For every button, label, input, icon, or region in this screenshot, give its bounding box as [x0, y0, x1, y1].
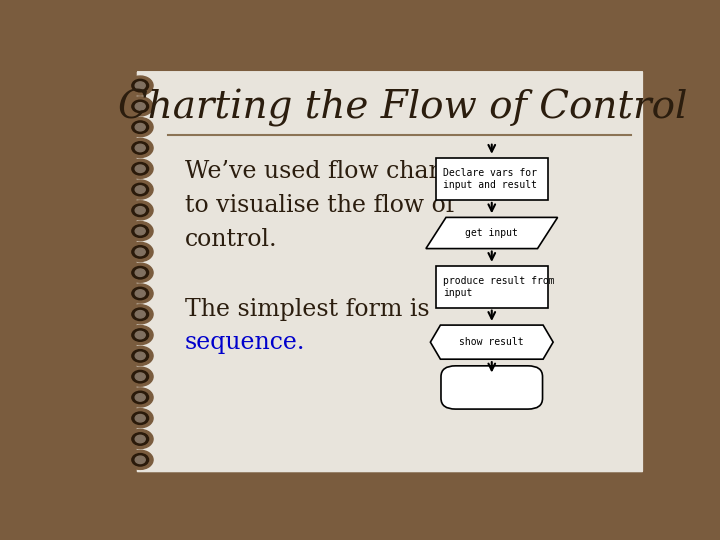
Circle shape [135, 144, 145, 152]
Circle shape [127, 201, 153, 220]
Circle shape [132, 412, 148, 424]
Circle shape [127, 429, 153, 449]
Circle shape [132, 183, 148, 196]
Circle shape [127, 76, 153, 95]
Circle shape [135, 207, 145, 214]
Circle shape [135, 269, 145, 276]
Circle shape [132, 225, 148, 238]
Text: sequence.: sequence. [185, 331, 305, 354]
Circle shape [135, 456, 145, 463]
Circle shape [132, 141, 148, 154]
Text: The simplest form is: The simplest form is [185, 298, 430, 321]
Circle shape [132, 329, 148, 341]
Bar [436, 266, 548, 308]
Circle shape [132, 454, 148, 466]
Circle shape [132, 370, 148, 383]
Circle shape [135, 415, 145, 422]
Circle shape [127, 305, 153, 324]
Circle shape [127, 388, 153, 407]
Circle shape [127, 118, 153, 137]
Circle shape [132, 79, 148, 92]
Text: Declare vars for
input and result: Declare vars for input and result [443, 168, 536, 190]
Circle shape [132, 287, 148, 300]
Circle shape [132, 204, 148, 217]
Circle shape [132, 308, 148, 321]
FancyBboxPatch shape [441, 366, 543, 409]
Text: Charting the Flow of Control: Charting the Flow of Control [118, 90, 687, 127]
Text: produce result from
input: produce result from input [443, 276, 554, 298]
Circle shape [132, 349, 148, 362]
Circle shape [135, 332, 145, 339]
Circle shape [127, 180, 153, 199]
Bar [436, 158, 548, 200]
Circle shape [127, 263, 153, 282]
Circle shape [127, 367, 153, 386]
Circle shape [132, 100, 148, 113]
Circle shape [127, 450, 153, 469]
Circle shape [132, 163, 148, 175]
Circle shape [135, 310, 145, 318]
Circle shape [132, 266, 148, 279]
Circle shape [135, 186, 145, 193]
Circle shape [127, 346, 153, 366]
Circle shape [135, 290, 145, 297]
Circle shape [127, 242, 153, 261]
Circle shape [135, 227, 145, 235]
Circle shape [135, 124, 145, 131]
Circle shape [135, 165, 145, 172]
Circle shape [135, 435, 145, 443]
Circle shape [135, 82, 145, 89]
Circle shape [135, 103, 145, 110]
Polygon shape [426, 218, 557, 248]
Circle shape [127, 409, 153, 428]
Circle shape [127, 326, 153, 345]
Circle shape [127, 138, 153, 158]
Circle shape [127, 221, 153, 241]
Circle shape [127, 159, 153, 178]
Circle shape [127, 97, 153, 116]
Circle shape [132, 246, 148, 258]
Circle shape [132, 121, 148, 133]
Circle shape [135, 373, 145, 380]
Text: get input: get input [465, 228, 518, 238]
FancyBboxPatch shape [135, 69, 645, 474]
Circle shape [132, 433, 148, 446]
Circle shape [135, 248, 145, 255]
Circle shape [135, 352, 145, 360]
Circle shape [132, 391, 148, 404]
Circle shape [127, 284, 153, 303]
Text: We’ve used flow charts
to visualise the flow of
control.: We’ve used flow charts to visualise the … [185, 160, 462, 251]
Polygon shape [431, 325, 553, 359]
Circle shape [135, 394, 145, 401]
Text: show result: show result [459, 337, 524, 347]
